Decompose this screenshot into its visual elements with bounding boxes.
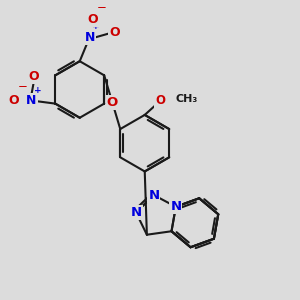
Text: O: O (155, 94, 165, 107)
Text: O: O (109, 26, 120, 39)
Text: −: − (97, 1, 106, 14)
Text: +: + (34, 85, 41, 94)
Text: O: O (29, 70, 39, 83)
Text: O: O (88, 13, 98, 26)
Text: N: N (170, 200, 182, 213)
Text: −: − (17, 80, 27, 93)
Text: N: N (26, 94, 36, 107)
Text: +: + (92, 22, 100, 31)
Text: O: O (106, 96, 118, 109)
Text: CH₃: CH₃ (176, 94, 198, 103)
Text: O: O (8, 94, 19, 107)
Text: N: N (148, 189, 159, 202)
Text: N: N (130, 206, 142, 219)
Text: N: N (84, 31, 95, 44)
